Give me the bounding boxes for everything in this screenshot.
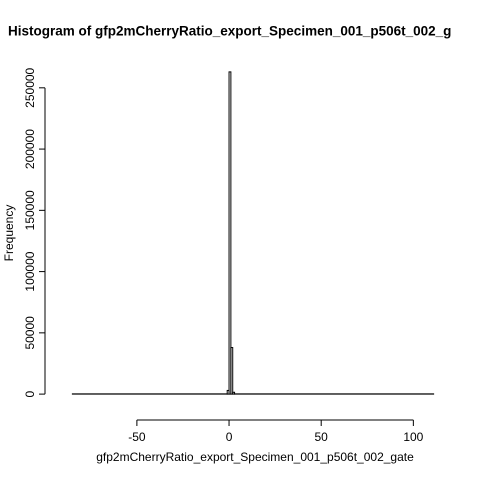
x-axis-label: gfp2mCherryRatio_export_Specimen_001_p50… — [96, 450, 414, 464]
y-tick-label: 100000 — [23, 251, 37, 291]
y-tick-label: 250000 — [23, 67, 37, 107]
y-axis-label: Frequency — [2, 205, 16, 262]
y-tick-label: 150000 — [23, 190, 37, 230]
y-tick-label: 0 — [23, 390, 37, 397]
y-tick-label: 200000 — [23, 129, 37, 169]
x-tick-label: -50 — [128, 430, 146, 444]
x-tick-label: 0 — [226, 430, 233, 444]
chart-title: Histogram of gfp2mCherryRatio_export_Spe… — [8, 24, 451, 39]
histogram-bar — [228, 71, 232, 395]
x-tick-label: 100 — [403, 430, 423, 444]
y-tick-label: 50000 — [23, 316, 37, 350]
histogram-bar — [232, 391, 236, 395]
histogram-bar — [230, 347, 234, 395]
x-tick-label: 50 — [315, 430, 329, 444]
